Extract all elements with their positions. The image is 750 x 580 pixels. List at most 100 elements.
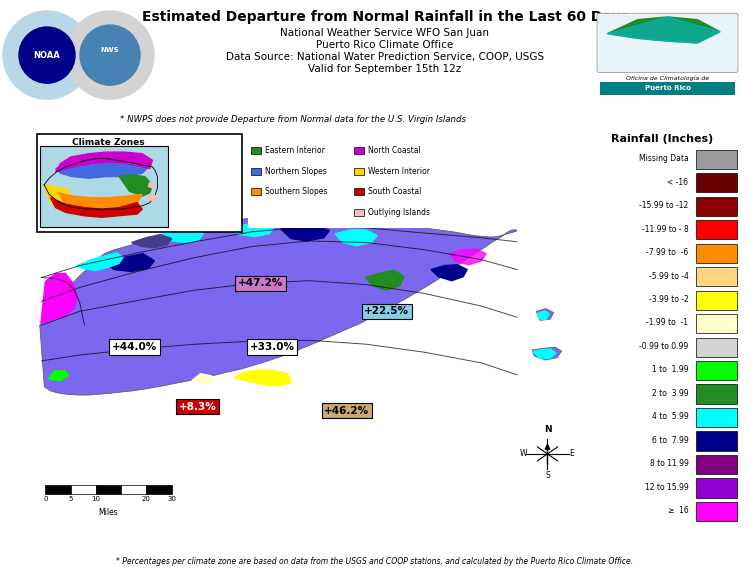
Text: Puerto Rico Climate Office: Puerto Rico Climate Office xyxy=(316,40,454,50)
Bar xyxy=(696,478,736,498)
Text: -7.99 to  -6: -7.99 to -6 xyxy=(646,248,688,257)
Text: -11.99 to - 8: -11.99 to - 8 xyxy=(642,224,688,234)
Text: S: S xyxy=(545,471,550,480)
Polygon shape xyxy=(40,216,517,395)
Text: Eastern Interior: Eastern Interior xyxy=(265,146,325,155)
Text: Western Interior: Western Interior xyxy=(368,166,430,176)
Bar xyxy=(70,485,96,494)
Bar xyxy=(696,408,736,427)
Text: +33.0%: +33.0% xyxy=(250,342,295,352)
Text: 20: 20 xyxy=(142,496,151,502)
Bar xyxy=(37,135,242,232)
Bar xyxy=(354,147,364,154)
Polygon shape xyxy=(533,349,556,358)
Bar xyxy=(600,82,735,95)
Circle shape xyxy=(66,11,154,99)
Circle shape xyxy=(3,11,91,99)
Text: W: W xyxy=(520,450,527,458)
Text: ≥  16: ≥ 16 xyxy=(668,506,688,515)
Bar xyxy=(146,485,172,494)
Polygon shape xyxy=(119,175,152,196)
Bar xyxy=(248,135,454,228)
Polygon shape xyxy=(56,152,152,172)
Bar xyxy=(354,188,364,195)
Text: 4 to  5.99: 4 to 5.99 xyxy=(652,412,688,421)
Text: Valid for September 15th 12z: Valid for September 15th 12z xyxy=(308,64,461,74)
Text: North Coastal: North Coastal xyxy=(368,146,421,155)
Text: +47.2%: +47.2% xyxy=(238,278,284,288)
Polygon shape xyxy=(148,194,158,201)
Polygon shape xyxy=(50,198,142,218)
Text: Data Source: National Water Prediction Service, COOP, USGS: Data Source: National Water Prediction S… xyxy=(226,52,544,62)
Bar xyxy=(696,385,736,404)
Polygon shape xyxy=(280,225,329,241)
Bar xyxy=(696,361,736,380)
Polygon shape xyxy=(229,223,274,237)
Bar xyxy=(122,485,146,494)
Bar xyxy=(696,291,736,310)
Polygon shape xyxy=(103,253,154,271)
Polygon shape xyxy=(160,229,203,242)
Bar xyxy=(251,188,261,195)
Text: +8.3%: +8.3% xyxy=(178,401,216,412)
Polygon shape xyxy=(58,193,142,208)
Bar xyxy=(696,502,736,521)
Polygon shape xyxy=(608,17,720,43)
Polygon shape xyxy=(388,304,410,318)
Text: Climate Zones: Climate Zones xyxy=(73,139,145,147)
Text: 12 to 15.99: 12 to 15.99 xyxy=(645,483,688,492)
Text: E: E xyxy=(569,450,574,458)
Text: 5: 5 xyxy=(68,496,73,502)
Polygon shape xyxy=(77,253,123,270)
FancyBboxPatch shape xyxy=(597,13,738,72)
Text: 2 to  3.99: 2 to 3.99 xyxy=(652,389,688,398)
Bar xyxy=(96,485,122,494)
Bar xyxy=(46,485,70,494)
Polygon shape xyxy=(40,274,77,323)
Polygon shape xyxy=(148,182,155,188)
Text: Missing Data: Missing Data xyxy=(639,154,688,163)
Bar xyxy=(696,338,736,357)
Text: NOAA: NOAA xyxy=(34,50,60,60)
Text: Rainfall (Inches): Rainfall (Inches) xyxy=(611,135,713,144)
Polygon shape xyxy=(131,234,172,248)
Bar xyxy=(696,267,736,287)
Polygon shape xyxy=(538,311,549,320)
Text: * NWPS does not provide Departure from Normal data for the U.S. Virgin Islands: * NWPS does not provide Departure from N… xyxy=(119,115,466,124)
Bar xyxy=(251,168,261,175)
Polygon shape xyxy=(431,265,467,281)
Text: < -16: < -16 xyxy=(668,177,688,187)
Text: Outlying Islands: Outlying Islands xyxy=(368,208,430,217)
Polygon shape xyxy=(56,158,148,178)
Circle shape xyxy=(80,25,140,85)
Polygon shape xyxy=(192,374,214,384)
Text: Miles: Miles xyxy=(99,508,118,517)
Bar xyxy=(354,209,364,216)
Bar xyxy=(696,314,736,334)
Text: National Weather Service WFO San Juan: National Weather Service WFO San Juan xyxy=(280,28,490,38)
Text: +46.2%: +46.2% xyxy=(324,405,369,416)
Bar xyxy=(40,146,168,227)
Text: South Coastal: South Coastal xyxy=(368,187,422,197)
Text: Northern Slopes: Northern Slopes xyxy=(265,166,326,176)
Text: NWS: NWS xyxy=(100,47,119,53)
Bar xyxy=(696,244,736,263)
Text: 0: 0 xyxy=(44,496,48,502)
Bar xyxy=(696,455,736,474)
Text: -15.99 to -12: -15.99 to -12 xyxy=(639,201,688,210)
Text: 8 to 11.99: 8 to 11.99 xyxy=(650,459,688,468)
Polygon shape xyxy=(48,371,68,381)
Text: -0.99 to 0.99: -0.99 to 0.99 xyxy=(639,342,688,351)
Text: 6 to  7.99: 6 to 7.99 xyxy=(652,436,688,445)
Bar xyxy=(696,432,736,451)
Polygon shape xyxy=(536,309,554,320)
Text: Estimated Departure from Normal Rainfall in the Last 60 Days: Estimated Departure from Normal Rainfall… xyxy=(142,10,628,24)
Bar xyxy=(251,147,261,154)
Text: 30: 30 xyxy=(167,496,176,502)
Polygon shape xyxy=(608,17,720,43)
Bar xyxy=(696,197,736,216)
Text: -5.99 to -4: -5.99 to -4 xyxy=(649,271,688,281)
Text: +44.0%: +44.0% xyxy=(112,342,157,352)
Text: -1.99 to  -1: -1.99 to -1 xyxy=(646,318,688,328)
Polygon shape xyxy=(450,249,486,265)
